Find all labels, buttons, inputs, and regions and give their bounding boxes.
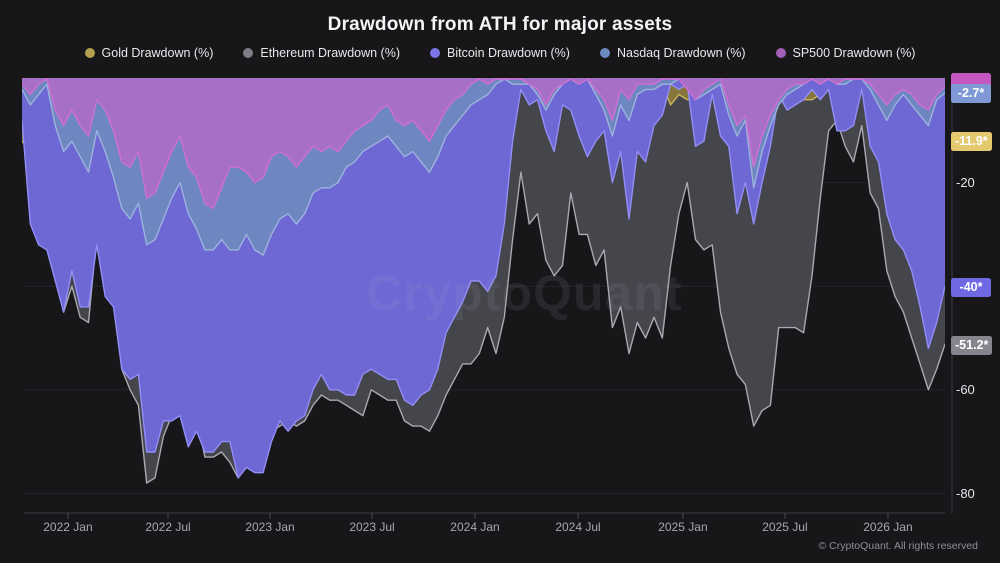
y-badge-nasdaq: -2.7*: [951, 83, 991, 103]
y-axis-label: -20: [956, 175, 975, 190]
copyright-note: © CryptoQuant. All rights reserved: [818, 540, 978, 552]
area-sp500: [22, 78, 945, 209]
x-axis-label: 2024 Jul: [555, 520, 601, 534]
legend-item-bitcoin[interactable]: Bitcoin Drawdown (%): [430, 46, 570, 60]
y-badge-gold: -11.9*: [951, 131, 992, 151]
x-axis-label: 2025 Jan: [658, 520, 708, 534]
line-nasdaq: [22, 78, 945, 256]
legend-label: SP500 Drawdown (%): [792, 46, 916, 60]
page-title: Drawdown from ATH for major assets: [327, 14, 673, 35]
legend-dot-bitcoin: [430, 48, 440, 58]
x-axis-label: 2022 Jul: [145, 520, 191, 534]
y-axis-label: -60: [956, 382, 975, 397]
legend-dot-gold: [84, 48, 95, 58]
y-badge-ethereum: -51.2*: [951, 335, 993, 355]
x-axis-label: 2024 Jan: [450, 520, 500, 534]
legend-item-ethereum[interactable]: Ethereum Drawdown (%): [243, 46, 400, 60]
legend-label: Ethereum Drawdown (%): [260, 46, 400, 60]
x-axis-label: 2023 Jul: [349, 520, 395, 534]
legend-dot-ethereum: [243, 48, 254, 58]
legend-item-sp500[interactable]: SP500 Drawdown (%): [775, 46, 916, 60]
legend-label: Nasdaq Drawdown (%): [616, 46, 746, 60]
legend-label: Gold Drawdown (%): [101, 46, 214, 60]
legend-dot-nasdaq: [599, 48, 610, 58]
legend-item-gold[interactable]: Gold Drawdown (%): [84, 46, 214, 60]
x-axis-label: 2022 Jan: [43, 520, 93, 534]
x-axis-label: 2026 Jan: [863, 520, 913, 534]
chart-legend: Gold Drawdown (%) Ethereum Drawdown (%) Bi…: [0, 46, 1000, 60]
legend-item-nasdaq[interactable]: Nasdaq Drawdown (%): [599, 46, 746, 60]
legend-dot-sp500: [775, 48, 786, 58]
x-axis-label: 2025 Jul: [762, 520, 808, 534]
x-axis-label: 2023 Jan: [245, 520, 295, 534]
line-sp500: [22, 78, 945, 210]
line-bitcoin: [22, 83, 945, 479]
y-badge-bitcoin: -40*: [951, 277, 991, 297]
y-axis-label: -80: [956, 486, 975, 501]
legend-label: Bitcoin Drawdown (%): [447, 46, 570, 60]
